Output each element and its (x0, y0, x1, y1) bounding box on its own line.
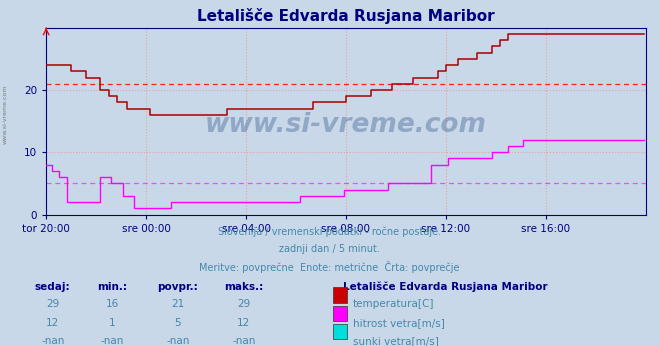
Title: Letališče Edvarda Rusjana Maribor: Letališče Edvarda Rusjana Maribor (197, 8, 495, 24)
Text: Letališče Edvarda Rusjana Maribor: Letališče Edvarda Rusjana Maribor (343, 282, 548, 292)
Text: sedaj:: sedaj: (35, 282, 71, 292)
Text: -nan: -nan (100, 336, 124, 346)
Text: 29: 29 (237, 299, 250, 309)
Text: 1: 1 (109, 318, 115, 328)
Text: min.:: min.: (97, 282, 127, 292)
Text: 16: 16 (105, 299, 119, 309)
Text: 12: 12 (237, 318, 250, 328)
Text: hitrost vetra[m/s]: hitrost vetra[m/s] (353, 318, 444, 328)
Text: www.si-vreme.com: www.si-vreme.com (3, 84, 8, 144)
Text: sunki vetra[m/s]: sunki vetra[m/s] (353, 336, 438, 346)
Text: zadnji dan / 5 minut.: zadnji dan / 5 minut. (279, 244, 380, 254)
Text: 12: 12 (46, 318, 59, 328)
Text: -nan: -nan (232, 336, 256, 346)
Text: Meritve: povprečne  Enote: metrične  Črta: povprečje: Meritve: povprečne Enote: metrične Črta:… (199, 261, 460, 273)
Text: 29: 29 (46, 299, 59, 309)
Text: povpr.:: povpr.: (158, 282, 198, 292)
Text: www.si-vreme.com: www.si-vreme.com (205, 112, 487, 138)
Text: Slovenija / vremenski podatki - ročne postaje.: Slovenija / vremenski podatki - ročne po… (218, 227, 441, 237)
Text: temperatura[C]: temperatura[C] (353, 299, 434, 309)
Text: maks.:: maks.: (224, 282, 264, 292)
Text: 21: 21 (171, 299, 185, 309)
Text: -nan: -nan (41, 336, 65, 346)
Text: 5: 5 (175, 318, 181, 328)
Text: -nan: -nan (166, 336, 190, 346)
